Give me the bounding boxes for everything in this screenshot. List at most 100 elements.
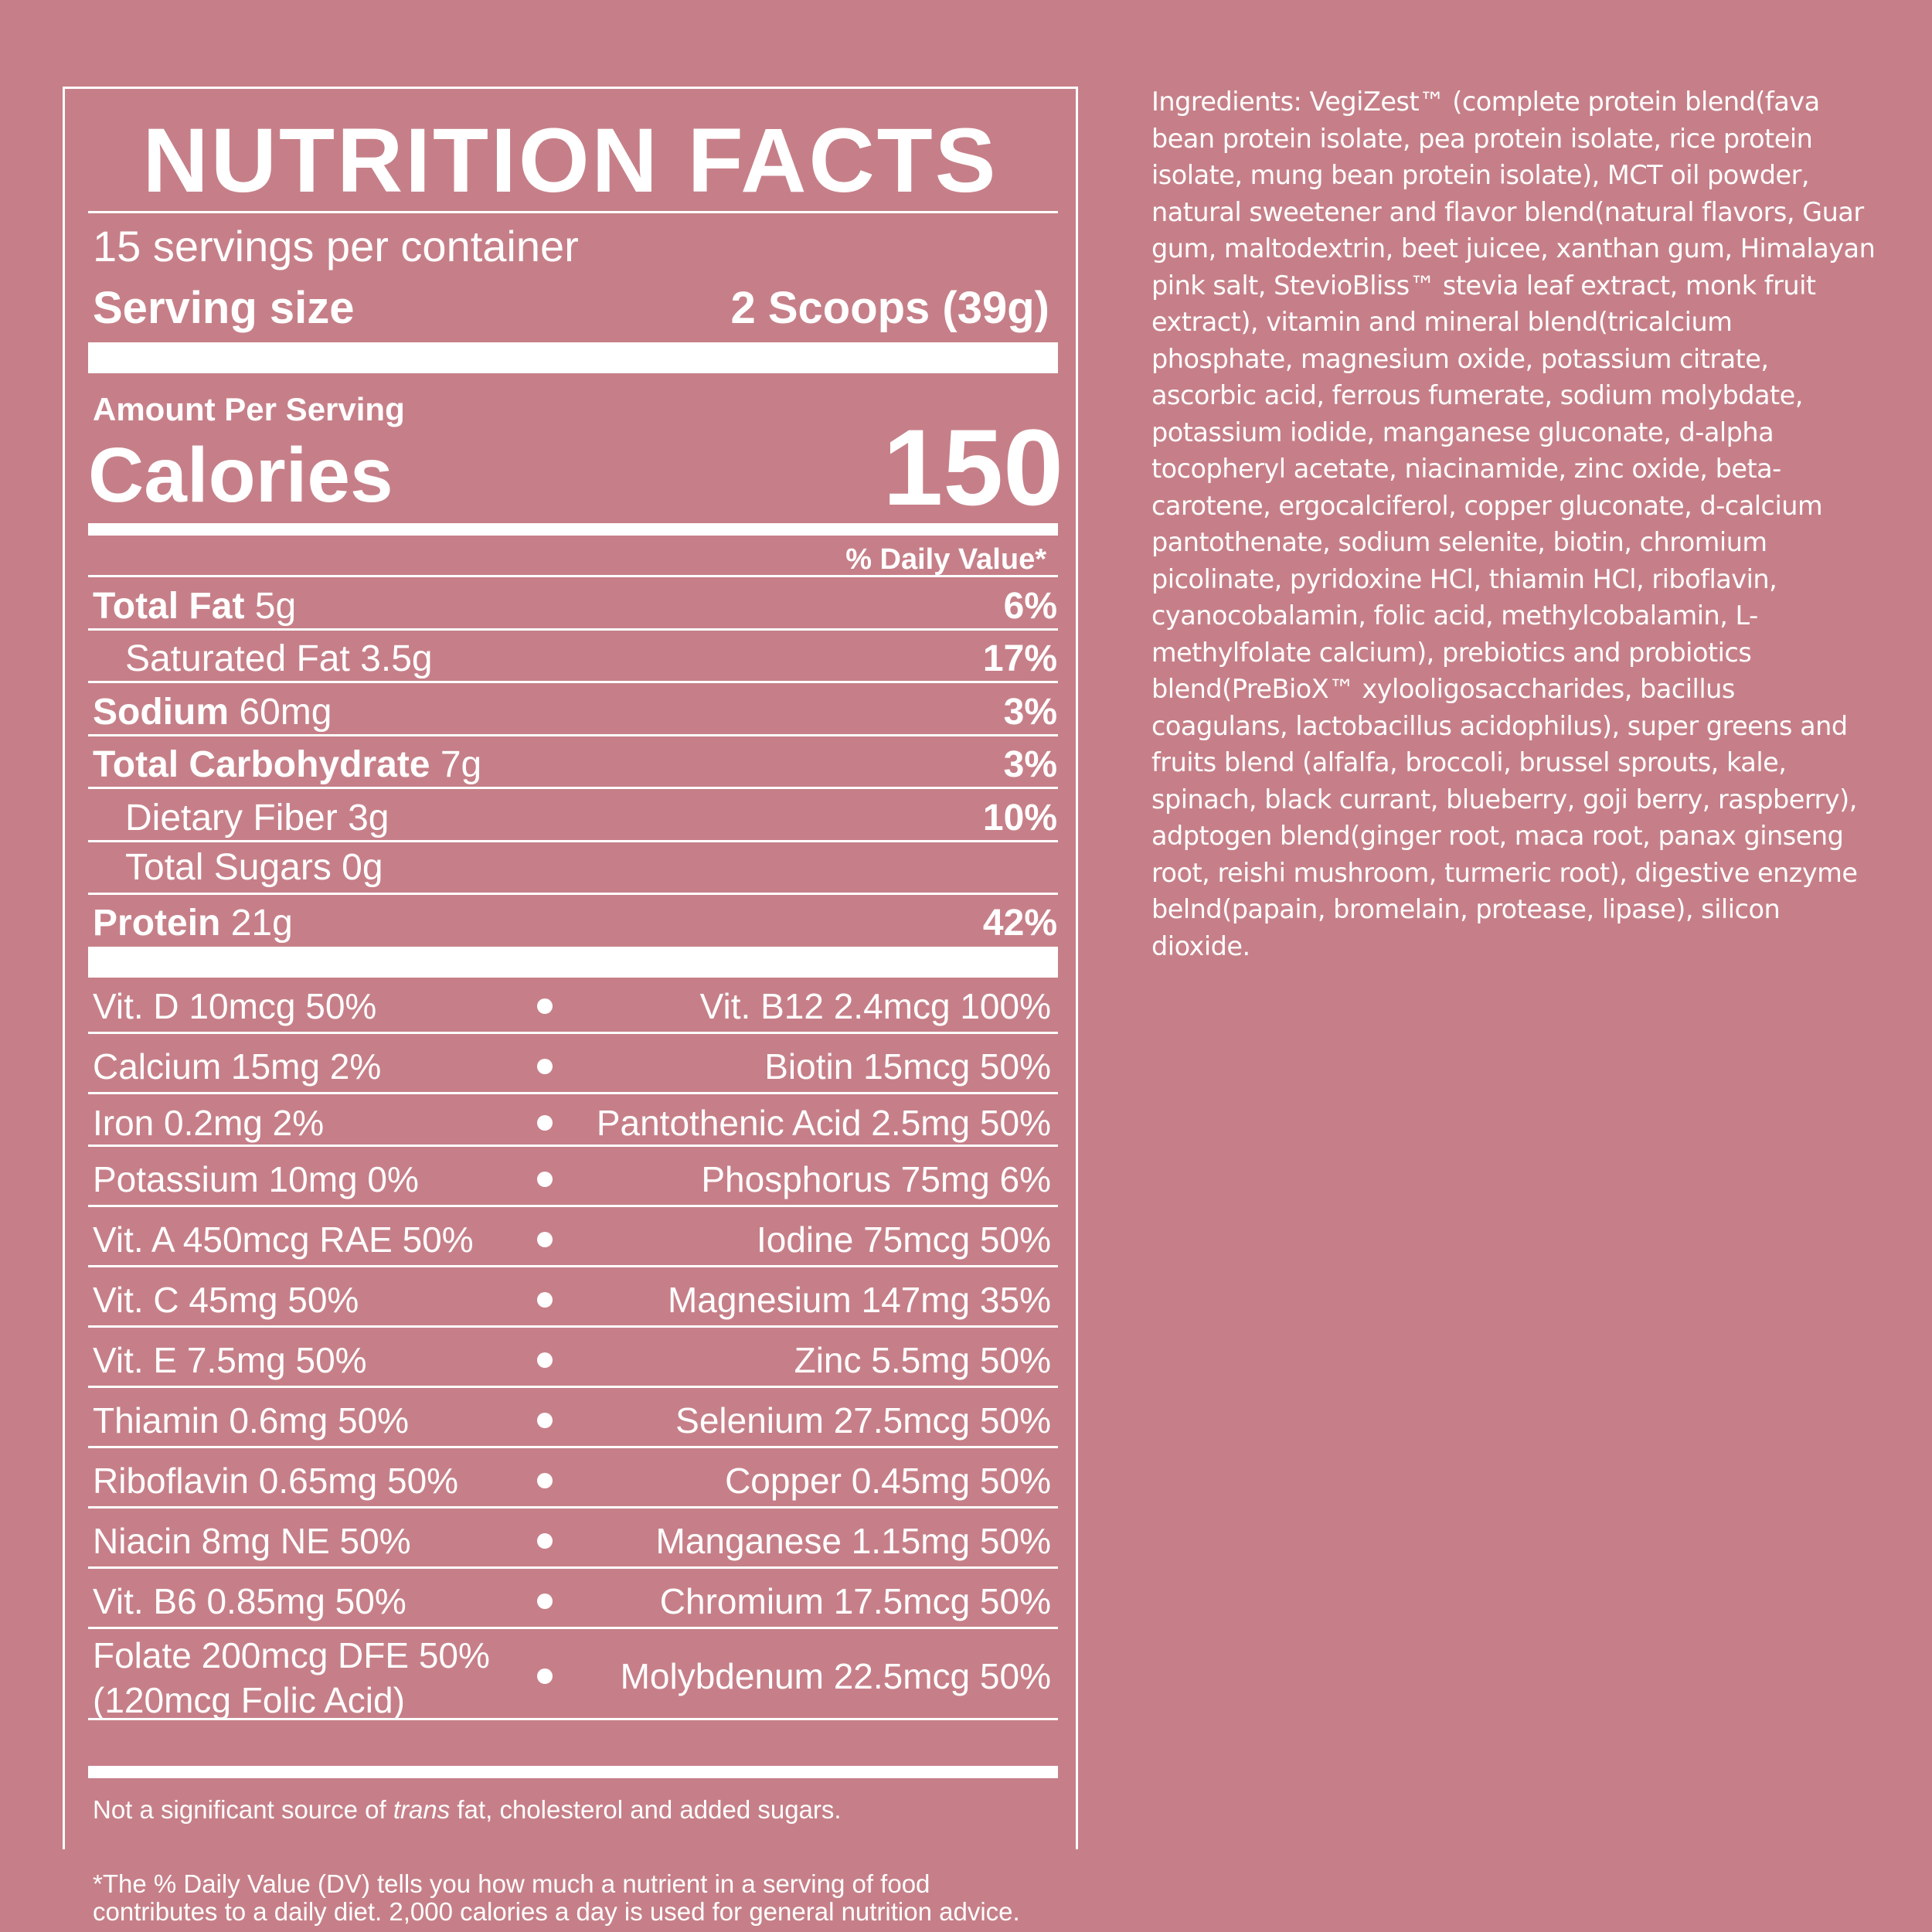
vitamin-row: Folate 200mcg DFE 50% (120mcg Folic Acid… (93, 1633, 1051, 1720)
bullet-dot-icon (537, 1059, 553, 1074)
vitamin-right: Copper 0.45mg 50% (725, 1461, 1051, 1501)
daily-value-footnote: *The % Daily Value (DV) tells you how mu… (93, 1869, 1020, 1926)
divider (88, 1566, 1058, 1569)
vitamin-left: Calcium 15mg 2% (93, 1046, 382, 1087)
serving-size-label: Serving size (93, 283, 355, 333)
nutrient-dv: 3% (1003, 692, 1057, 733)
nutrition-facts-title: NUTRITION FACTS (142, 110, 998, 212)
bullet-dot-icon (537, 998, 553, 1014)
vitamin-right: Pantothenic Acid 2.5mg 50% (596, 1103, 1051, 1143)
divider (88, 211, 1058, 213)
divider (88, 1265, 1058, 1267)
vitamin-left: Niacin 8mg NE 50% (93, 1521, 411, 1561)
vitamin-left: Potassium 10mg 0% (93, 1159, 419, 1199)
vitamin-right: Phosphorus 75mg 6% (701, 1159, 1051, 1199)
divider (88, 1627, 1058, 1629)
thick-divider (88, 342, 1058, 373)
serving-size-row: Serving size 2 Scoops (39g) (93, 282, 1049, 335)
nutrient-amount: 5g (254, 586, 297, 627)
vitamin-row: Vit. B6 0.85mg 50% Chromium 17.5mcg 50% (93, 1578, 1051, 1624)
bullet-dot-icon (537, 1292, 553, 1308)
vitamin-left: Vit. E 7.5mg 50% (93, 1340, 367, 1380)
vitamin-row: Riboflavin 0.65mg 50% Copper 0.45mg 50% (93, 1458, 1051, 1504)
vitamin-row: Calcium 15mg 2% Biotin 15mcg 50% (93, 1043, 1051, 1090)
divider (88, 1092, 1058, 1094)
vitamin-left: Riboflavin 0.65mg 50% (93, 1461, 459, 1501)
divider (88, 1718, 1058, 1720)
divider (88, 1386, 1058, 1388)
amount-per-serving: Amount Per Serving (93, 391, 405, 427)
serving-size-value: 2 Scoops (39g) (730, 283, 1049, 333)
calories-label: Calories (88, 432, 393, 519)
nutrient-row-sodium: Sodium 60mg 3% (93, 689, 1057, 736)
bullet-dot-icon (537, 1172, 553, 1187)
note-text-end: fat, cholesterol and added sugars. (450, 1795, 842, 1824)
vitamin-left: Folate 200mcg DFE 50% (93, 1635, 490, 1675)
nutrient-name: Total Fat (93, 586, 245, 627)
calories-value: 150 (883, 406, 1063, 528)
vitamin-row: Vit. C 45mg 50% Magnesium 147mg 35% (93, 1277, 1051, 1323)
divider (88, 575, 1058, 577)
vitamin-row: Vit. D 10mcg 50% Vit. B12 2.4mcg 100% (93, 983, 1051, 1029)
bullet-dot-icon (537, 1668, 553, 1684)
vitamin-left: Thiamin 0.6mg 50% (93, 1400, 410, 1440)
vitamin-right: Molybdenum 22.5mcg 50% (620, 1656, 1051, 1696)
nutrient-row-dietary-fiber: Dietary Fiber 3g 10% (125, 795, 1057, 842)
medium-divider (88, 1766, 1058, 1778)
divider (88, 1506, 1058, 1509)
vitamin-left: Vit. A 450mcg RAE 50% (93, 1219, 474, 1260)
divider (88, 1325, 1058, 1328)
divider (88, 1145, 1058, 1147)
nutrient-name: Dietary Fiber 3g (125, 798, 389, 838)
nutrient-row-protein: Protein 21g 42% (93, 900, 1057, 947)
bullet-dot-icon (537, 1352, 553, 1368)
vitamin-left: Vit. C 45mg 50% (93, 1280, 359, 1320)
nutrient-amount: 21g (230, 903, 293, 944)
nutrient-dv: 42% (982, 903, 1057, 944)
nutrient-name: Total Sugars 0g (125, 847, 383, 888)
vitamin-row: Iron 0.2mg 2% Pantothenic Acid 2.5mg 50% (93, 1100, 1051, 1146)
bullet-dot-icon (537, 1533, 553, 1549)
vitamin-right: Chromium 17.5mcg 50% (659, 1581, 1051, 1621)
bullet-dot-icon (537, 1413, 553, 1428)
vitamin-row: Niacin 8mg NE 50% Manganese 1.15mg 50% (93, 1518, 1051, 1564)
divider (88, 787, 1058, 789)
vitamin-left-line2: (120mcg Folic Acid) (93, 1680, 405, 1720)
nutrient-dv: 3% (1003, 744, 1057, 785)
bullet-dot-icon (537, 1115, 553, 1131)
nutrient-row-saturated-fat: Saturated Fat 3.5g 17% (125, 636, 1057, 682)
nutrient-dv: 17% (982, 638, 1057, 679)
vitamin-left: Vit. B6 0.85mg 50% (93, 1581, 406, 1621)
nutrient-row-total-fat: Total Fat 5g 6% (93, 583, 1057, 630)
divider (88, 681, 1058, 683)
servings-per-container: 15 servings per container (93, 222, 579, 270)
vitamin-left: Iron 0.2mg 2% (93, 1103, 325, 1143)
vitamin-right: Manganese 1.15mg 50% (655, 1521, 1051, 1561)
nutrient-name: Sodium (93, 692, 229, 733)
vitamin-row: Potassium 10mg 0% Phosphorus 75mg 6% (93, 1156, 1051, 1202)
nutrient-amount: 60mg (239, 692, 332, 733)
nutrient-name: Total Carbohydrate (93, 744, 430, 785)
ingredients-text: Ingredients: VegiZest™ (complete protein… (1151, 87, 1876, 961)
vitamin-right: Magnesium 147mg 35% (667, 1280, 1051, 1320)
nutrient-dv: 10% (982, 798, 1057, 838)
nutrient-row-total-sugars: Total Sugars 0g (125, 845, 1057, 891)
vitamin-left: Vit. D 10mcg 50% (93, 986, 377, 1026)
trans-fat-note: Not a significant source of trans fat, c… (93, 1793, 842, 1827)
nutrient-name: Protein (93, 903, 221, 944)
divider (88, 734, 1058, 736)
vitamin-row: Vit. E 7.5mg 50% Zinc 5.5mg 50% (93, 1337, 1051, 1383)
divider (88, 628, 1058, 631)
divider (88, 840, 1058, 842)
nutrient-name: Saturated Fat 3.5g (125, 638, 433, 679)
vitamin-row: Thiamin 0.6mg 50% Selenium 27.5mcg 50% (93, 1397, 1051, 1444)
vitamin-right: Selenium 27.5mcg 50% (675, 1400, 1051, 1440)
note-text: Not a significant source of (93, 1795, 393, 1824)
divider (88, 1446, 1058, 1448)
divider (88, 893, 1058, 895)
vitamin-right: Zinc 5.5mg 50% (794, 1340, 1051, 1380)
divider (88, 1032, 1058, 1034)
vitamin-right: Vit. B12 2.4mcg 100% (699, 986, 1051, 1026)
vitamin-right: Biotin 15mcg 50% (764, 1046, 1051, 1087)
thick-divider (88, 947, 1058, 978)
